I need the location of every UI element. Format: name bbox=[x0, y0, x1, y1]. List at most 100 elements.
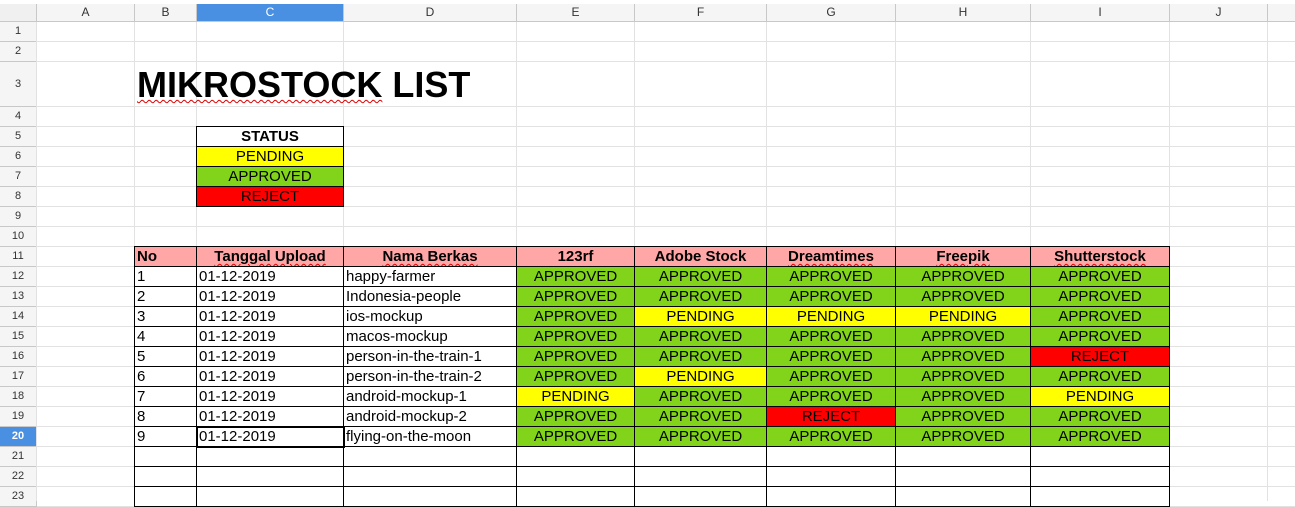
table-cell-status[interactable]: APPROVED bbox=[634, 406, 767, 427]
table-cell-status[interactable]: PENDING bbox=[516, 386, 635, 407]
table-cell-date[interactable]: 01-12-2019 bbox=[196, 346, 344, 367]
table-cell-status[interactable]: APPROVED bbox=[766, 366, 896, 387]
table-cell-status[interactable]: APPROVED bbox=[766, 326, 896, 347]
column-header-b[interactable]: B bbox=[135, 4, 197, 22]
row-header-20[interactable]: 20 bbox=[0, 427, 37, 447]
table-cell-empty[interactable] bbox=[1030, 466, 1170, 487]
table-header-tanggal-upload[interactable]: Tanggal Upload bbox=[196, 246, 344, 267]
table-cell-status[interactable]: APPROVED bbox=[516, 326, 635, 347]
table-cell-no[interactable]: 6 bbox=[134, 366, 197, 387]
table-cell-date[interactable]: 01-12-2019 bbox=[196, 406, 344, 427]
table-cell-empty[interactable] bbox=[634, 466, 767, 487]
table-cell-status[interactable]: APPROVED bbox=[895, 426, 1031, 447]
row-header-8[interactable]: 8 bbox=[0, 187, 37, 207]
table-cell-filename[interactable]: flying-on-the-moon bbox=[343, 426, 517, 447]
table-cell-status[interactable]: PENDING bbox=[1030, 386, 1170, 407]
table-cell-empty[interactable] bbox=[134, 446, 197, 467]
legend-item-pending[interactable]: PENDING bbox=[196, 146, 344, 167]
table-cell-status[interactable]: APPROVED bbox=[766, 266, 896, 287]
column-header-c[interactable]: C bbox=[197, 4, 344, 22]
row-header-18[interactable]: 18 bbox=[0, 387, 37, 407]
row-header-14[interactable]: 14 bbox=[0, 307, 37, 327]
table-cell-empty[interactable] bbox=[634, 446, 767, 467]
table-cell-status[interactable]: APPROVED bbox=[1030, 286, 1170, 307]
row-header-12[interactable]: 12 bbox=[0, 267, 37, 287]
row-header-6[interactable]: 6 bbox=[0, 147, 37, 167]
table-cell-status[interactable]: APPROVED bbox=[516, 406, 635, 427]
column-header-h[interactable]: H bbox=[896, 4, 1031, 22]
table-cell-empty[interactable] bbox=[196, 466, 344, 487]
table-cell-status[interactable]: APPROVED bbox=[634, 266, 767, 287]
table-cell-empty[interactable] bbox=[516, 446, 635, 467]
table-cell-empty[interactable] bbox=[516, 466, 635, 487]
table-header-dreamtimes[interactable]: Dreamtimes bbox=[766, 246, 896, 267]
table-header-nama-berkas[interactable]: Nama Berkas bbox=[343, 246, 517, 267]
row-header-15[interactable]: 15 bbox=[0, 327, 37, 347]
row-header-9[interactable]: 9 bbox=[0, 207, 37, 227]
table-cell-empty[interactable] bbox=[766, 466, 896, 487]
row-header-11[interactable]: 11 bbox=[0, 247, 37, 267]
row-header-17[interactable]: 17 bbox=[0, 367, 37, 387]
column-header-e[interactable]: E bbox=[517, 4, 635, 22]
table-cell-empty[interactable] bbox=[766, 446, 896, 467]
row-header-19[interactable]: 19 bbox=[0, 407, 37, 427]
column-header-g[interactable]: G bbox=[767, 4, 896, 22]
table-cell-status[interactable]: APPROVED bbox=[634, 426, 767, 447]
table-header-freepik[interactable]: Freepik bbox=[895, 246, 1031, 267]
table-cell-status[interactable]: APPROVED bbox=[516, 346, 635, 367]
table-cell-status[interactable]: PENDING bbox=[895, 306, 1031, 327]
legend-item-reject[interactable]: REJECT bbox=[196, 186, 344, 207]
table-cell-status[interactable]: APPROVED bbox=[634, 346, 767, 367]
row-header-7[interactable]: 7 bbox=[0, 167, 37, 187]
table-cell-status[interactable]: REJECT bbox=[1030, 346, 1170, 367]
table-cell-status[interactable]: PENDING bbox=[766, 306, 896, 327]
table-cell-filename[interactable]: android-mockup-2 bbox=[343, 406, 517, 427]
row-header-4[interactable]: 4 bbox=[0, 107, 37, 127]
table-cell-empty[interactable] bbox=[895, 466, 1031, 487]
sheet-title[interactable]: MIKROSTOCK LIST bbox=[137, 64, 470, 106]
table-cell-empty[interactable] bbox=[343, 486, 517, 507]
table-cell-status[interactable]: APPROVED bbox=[1030, 306, 1170, 327]
table-cell-status[interactable]: APPROVED bbox=[895, 386, 1031, 407]
table-cell-date[interactable]: 01-12-2019 bbox=[196, 266, 344, 287]
table-cell-no[interactable]: 5 bbox=[134, 346, 197, 367]
legend-header[interactable]: STATUS bbox=[196, 126, 344, 147]
table-cell-empty[interactable] bbox=[895, 446, 1031, 467]
table-cell-status[interactable]: APPROVED bbox=[516, 266, 635, 287]
table-header-123rf[interactable]: 123rf bbox=[516, 246, 635, 267]
table-cell-status[interactable]: APPROVED bbox=[895, 346, 1031, 367]
table-header-no[interactable]: No bbox=[134, 246, 197, 267]
table-cell-status[interactable]: APPROVED bbox=[1030, 326, 1170, 347]
table-cell-status[interactable]: APPROVED bbox=[634, 286, 767, 307]
column-header-overflow[interactable] bbox=[1268, 4, 1295, 22]
table-header-adobe-stock[interactable]: Adobe Stock bbox=[634, 246, 767, 267]
table-cell-status[interactable]: PENDING bbox=[634, 306, 767, 327]
table-cell-filename[interactable]: android-mockup-1 bbox=[343, 386, 517, 407]
table-cell-status[interactable]: APPROVED bbox=[1030, 366, 1170, 387]
column-header-a[interactable]: A bbox=[37, 4, 135, 22]
table-cell-empty[interactable] bbox=[134, 486, 197, 507]
table-cell-status[interactable]: APPROVED bbox=[895, 326, 1031, 347]
table-cell-empty[interactable] bbox=[634, 486, 767, 507]
select-all-corner[interactable] bbox=[0, 4, 37, 22]
table-cell-filename[interactable]: macos-mockup bbox=[343, 326, 517, 347]
table-cell-filename[interactable]: ios-mockup bbox=[343, 306, 517, 327]
table-cell-status[interactable]: APPROVED bbox=[634, 386, 767, 407]
table-cell-status[interactable]: APPROVED bbox=[766, 426, 896, 447]
table-cell-filename[interactable]: happy-farmer bbox=[343, 266, 517, 287]
table-cell-status[interactable]: APPROVED bbox=[895, 286, 1031, 307]
table-cell-filename[interactable]: person-in-the-train-2 bbox=[343, 366, 517, 387]
table-cell-no[interactable]: 7 bbox=[134, 386, 197, 407]
row-header-1[interactable]: 1 bbox=[0, 22, 37, 42]
table-cell-empty[interactable] bbox=[134, 466, 197, 487]
table-cell-status[interactable]: APPROVED bbox=[766, 386, 896, 407]
table-cell-status[interactable]: APPROVED bbox=[766, 286, 896, 307]
table-cell-empty[interactable] bbox=[343, 446, 517, 467]
table-cell-date[interactable]: 01-12-2019 bbox=[196, 366, 344, 387]
table-cell-status[interactable]: REJECT bbox=[766, 406, 896, 427]
table-cell-no[interactable]: 2 bbox=[134, 286, 197, 307]
table-cell-date[interactable]: 01-12-2019 bbox=[196, 306, 344, 327]
table-cell-date[interactable]: 01-12-2019 bbox=[196, 286, 344, 307]
column-header-i[interactable]: I bbox=[1031, 4, 1170, 22]
table-cell-status[interactable]: PENDING bbox=[634, 366, 767, 387]
